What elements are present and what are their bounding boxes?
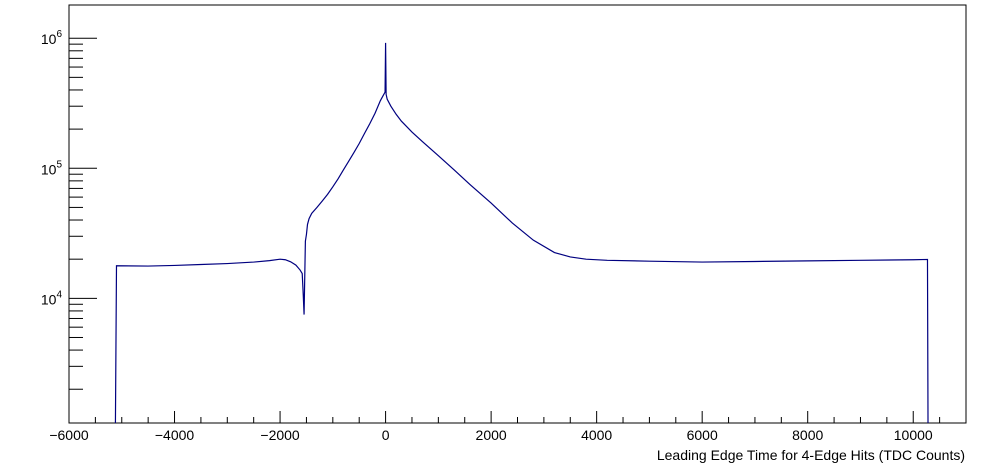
y-tick-label: 106 [41,29,63,47]
x-tick-label: 6000 [687,427,718,443]
x-axis: −6000 −4000 −2000 0 2000 4000 6000 8000 10000 [49,411,967,443]
x-tick-label: −2000 [260,427,300,443]
x-tick-label: 0 [382,427,390,443]
y-axis: 104 105 106 [41,29,97,390]
x-tick-label: 8000 [792,427,823,443]
histogram-series-line [114,42,929,424]
y-tick-label: 105 [41,159,63,177]
x-tick-label: 2000 [476,427,507,443]
x-tick-label: −6000 [49,427,89,443]
x-tick-label: 10000 [894,427,933,443]
plot-frame [68,4,967,424]
x-tick-label: 4000 [581,427,612,443]
y-tick-label: 104 [41,289,63,307]
x-axis-title: Leading Edge Time for 4-Edge Hits (TDC C… [657,447,965,463]
x-tick-label: −4000 [155,427,195,443]
